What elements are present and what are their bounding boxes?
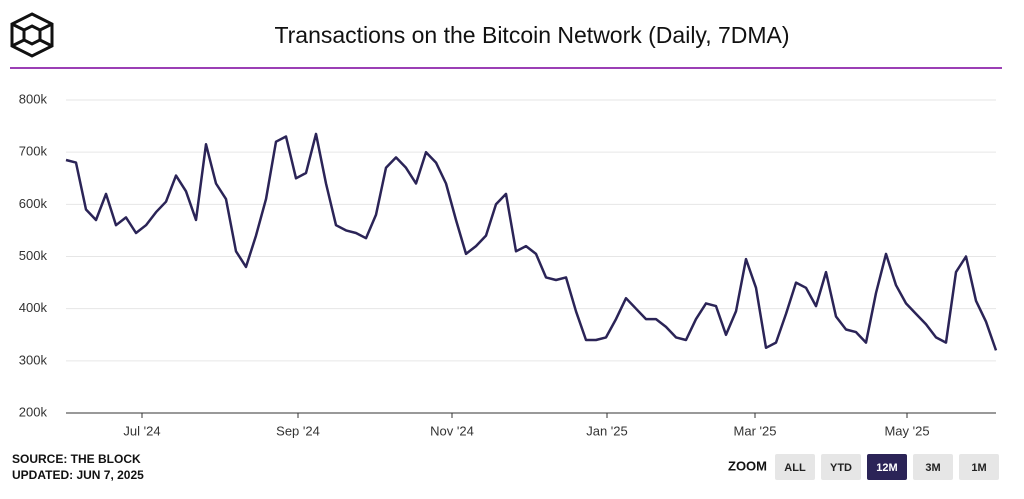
x-tick-label: Sep '24 [276, 423, 320, 438]
source-note: SOURCE: THE BLOCK [12, 452, 141, 466]
zoom-button[interactable] [821, 454, 861, 480]
x-tick-label: Jan '25 [586, 423, 628, 438]
zoom-button-label[interactable]: 3M [925, 462, 940, 474]
x-tick-label: May '25 [884, 423, 929, 438]
x-tick-label: Mar '25 [734, 423, 777, 438]
x-tick-label: Jul '24 [123, 423, 160, 438]
y-tick-label: 600k [19, 196, 48, 211]
zoom-button-label[interactable]: 12M [876, 462, 897, 474]
zoom-button-label[interactable]: ALL [784, 462, 806, 474]
y-tick-label: 200k [19, 404, 48, 419]
x-tick-label: Nov '24 [430, 423, 474, 438]
chart-title: Transactions on the Bitcoin Network (Dai… [274, 22, 789, 48]
zoom-label: ZOOM [728, 458, 767, 473]
logo [10, 12, 54, 58]
y-tick-label: 300k [19, 352, 48, 367]
zoom-button-label[interactable]: 1M [971, 462, 986, 474]
zoom-button[interactable] [867, 454, 907, 480]
y-tick-label: 400k [19, 300, 48, 315]
zoom-button-label[interactable]: YTD [830, 462, 852, 474]
zoom-button[interactable] [913, 454, 953, 480]
updated-note: UPDATED: JUN 7, 2025 [12, 468, 144, 482]
y-tick-label: 800k [19, 91, 48, 106]
zoom-button[interactable] [775, 454, 815, 480]
zoom-button[interactable] [959, 454, 999, 480]
y-tick-label: 500k [19, 248, 48, 263]
data-line [65, 132, 998, 351]
y-tick-label: 700k [19, 144, 48, 159]
